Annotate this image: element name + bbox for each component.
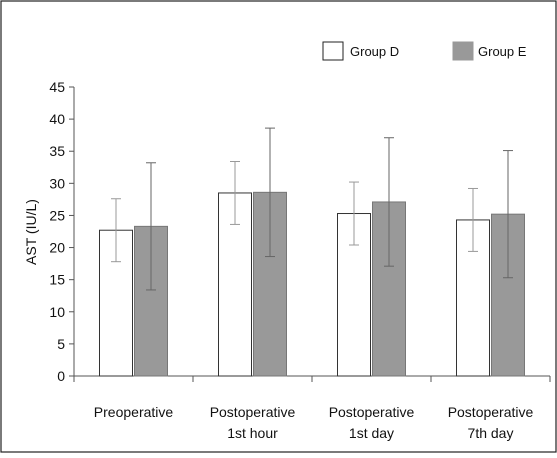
x-tick-label: Preoperative bbox=[94, 404, 174, 420]
y-tick-label: 10 bbox=[49, 304, 65, 320]
x-tick-label-line: 1st day bbox=[349, 425, 394, 441]
y-tick-label: 40 bbox=[49, 111, 65, 127]
x-tick-labels: Preoperative Postoperative 1st hourPostope… bbox=[94, 404, 534, 441]
x-tick-label: Postoperative 1st day bbox=[329, 404, 415, 441]
legend-swatch-group-e bbox=[452, 41, 474, 61]
y-tick-label: 35 bbox=[49, 143, 65, 159]
y-axis-title: AST (IU/L) bbox=[23, 199, 39, 265]
legend: Group D Group E bbox=[322, 41, 527, 61]
y-tick-label: 45 bbox=[49, 79, 65, 95]
x-tick-label-line: 7th day bbox=[468, 425, 514, 441]
x-tick-label-line: 1st hour bbox=[227, 425, 278, 441]
x-tick-label-line: Preoperative bbox=[94, 404, 174, 420]
x-tick-label: Postoperative 7th day bbox=[448, 404, 534, 441]
x-tick-label: Postoperative 1st hour bbox=[210, 404, 296, 441]
error-bars bbox=[111, 127, 513, 291]
legend-label-group-e: Group E bbox=[478, 44, 527, 59]
y-tick-label: 0 bbox=[57, 368, 65, 384]
y-tick-label: 5 bbox=[57, 336, 65, 352]
x-tick-label-line: Postoperative bbox=[210, 404, 296, 420]
legend-label-group-d: Group D bbox=[350, 44, 399, 59]
x-tick-label-line: Postoperative bbox=[448, 404, 534, 420]
y-tick-label: 20 bbox=[49, 240, 65, 256]
legend-swatch-group-d bbox=[322, 41, 344, 61]
y-tick-label: 25 bbox=[49, 207, 65, 223]
y-tick-label: 30 bbox=[49, 175, 65, 191]
y-tick-label: 15 bbox=[49, 272, 65, 288]
x-tick-label-line: Postoperative bbox=[329, 404, 415, 420]
